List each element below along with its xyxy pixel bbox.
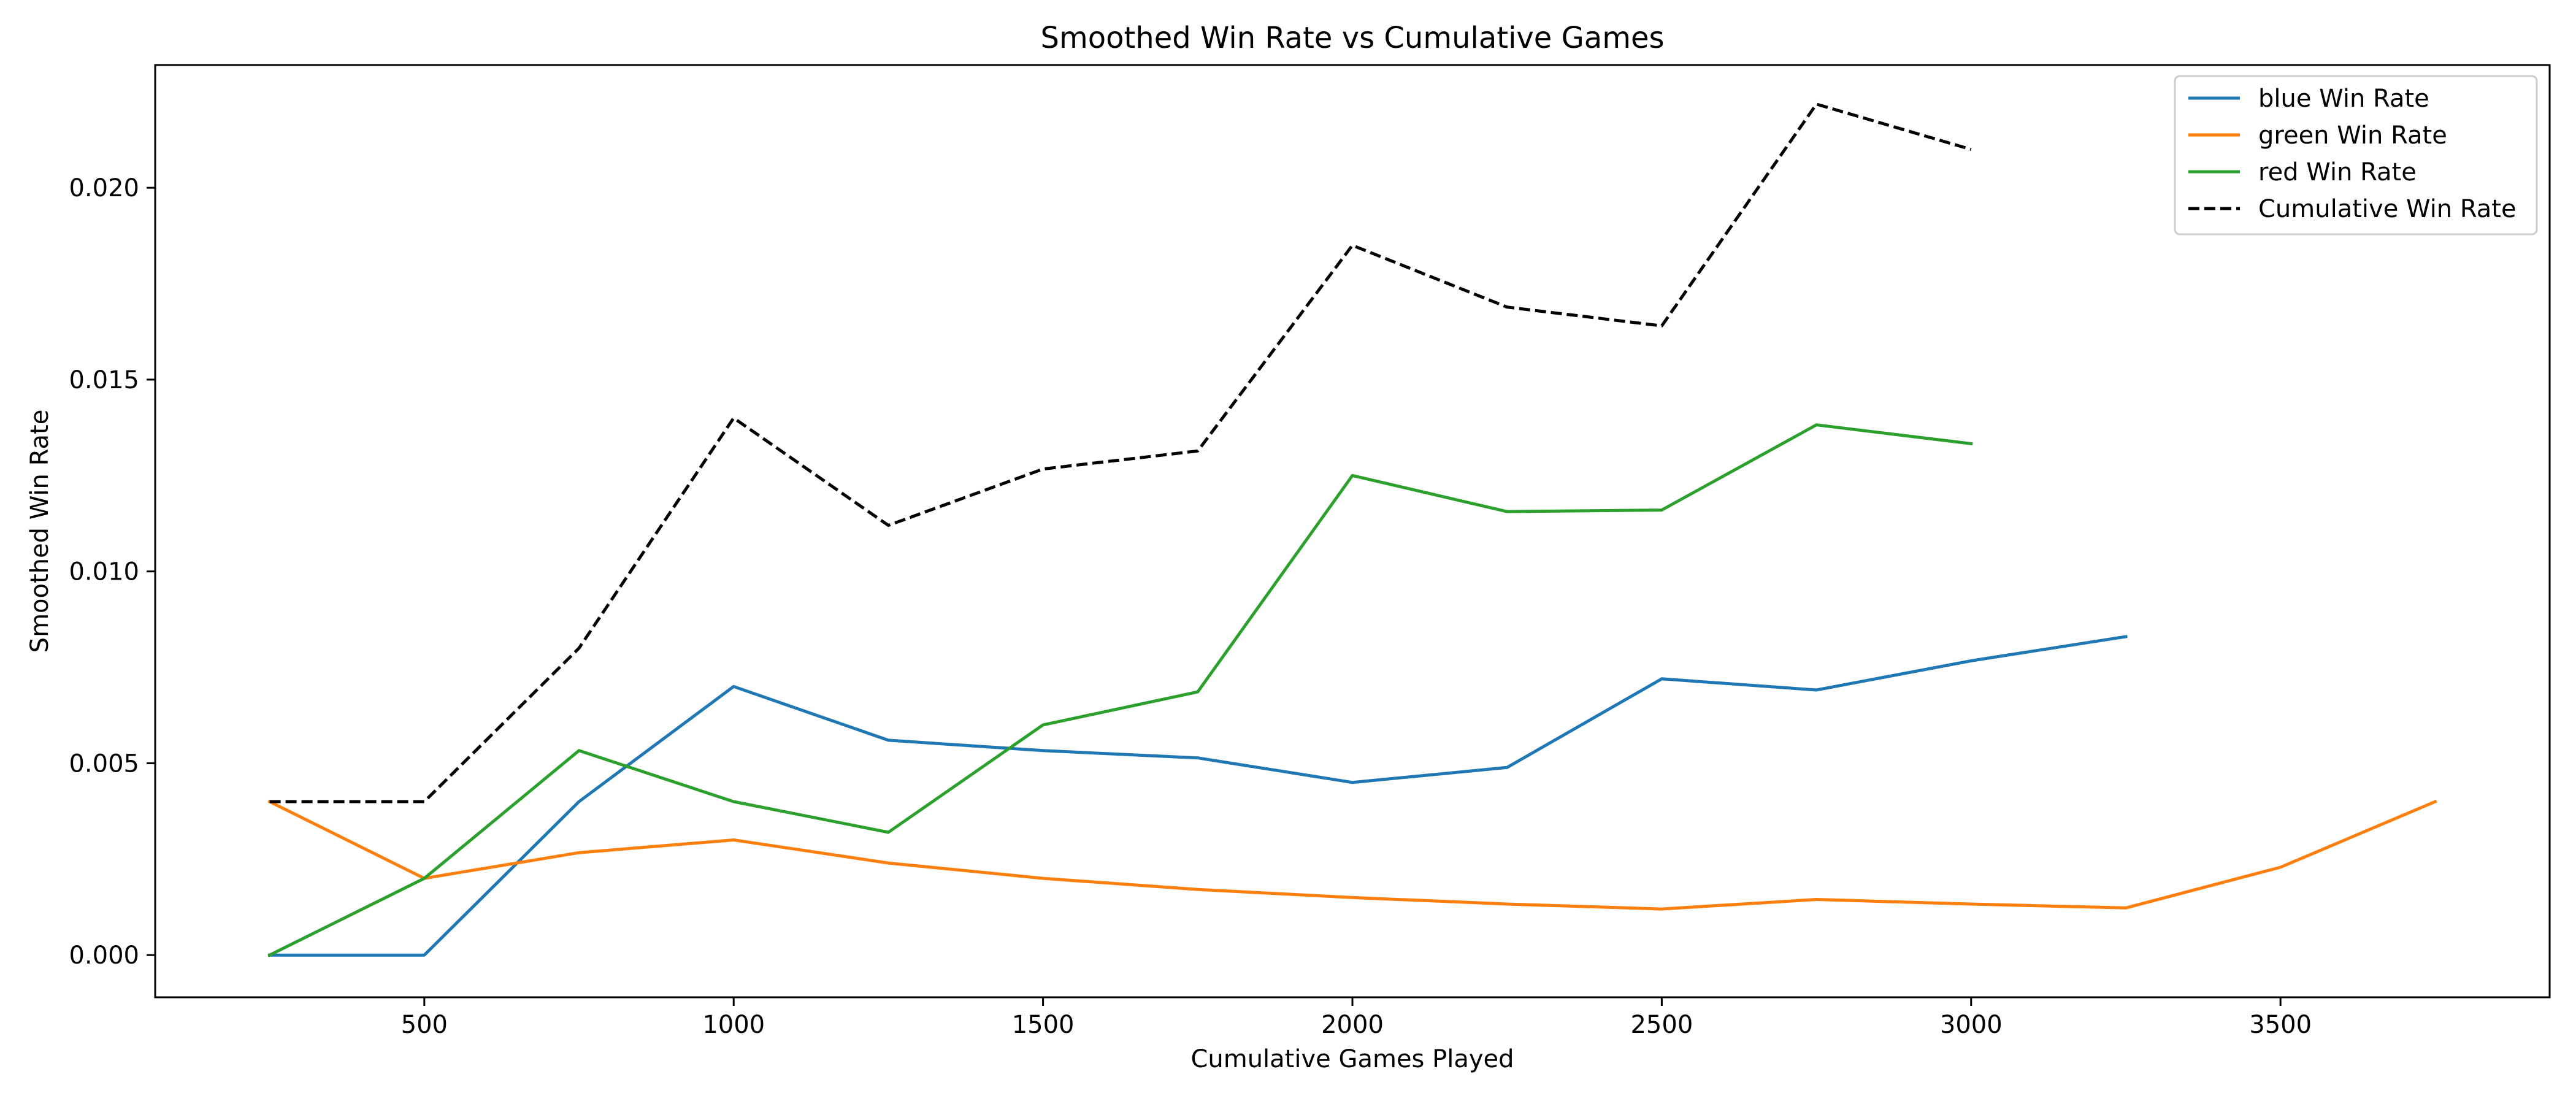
legend-label-2: red Win Rate (2258, 158, 2417, 186)
series-layer (267, 102, 2437, 957)
legend-label-3: Cumulative Win Rate (2258, 195, 2517, 223)
x-tick-label: 2000 (1321, 1011, 1384, 1039)
y-tick-label: 0.000 (69, 941, 139, 970)
legend-label-1: green Win Rate (2258, 121, 2447, 150)
chart-title: Smoothed Win Rate vs Cumulative Games (1041, 21, 1665, 55)
legend-box (2174, 75, 2538, 236)
x-tick-label: 3500 (2249, 1011, 2312, 1039)
y-axis-title: Smoothed Win Rate (26, 410, 54, 653)
x-tick-label: 3000 (1940, 1011, 2003, 1039)
legend-label-0: blue Win Rate (2258, 85, 2429, 113)
x-axis-ticks: 500 1000 1500 2000 2500 3000 3500 (401, 997, 2312, 1039)
x-tick-label: 1000 (702, 1011, 765, 1039)
series-line-2 (267, 423, 1973, 957)
y-tick-label: 0.010 (69, 558, 139, 586)
x-tick-label: 1500 (1012, 1011, 1075, 1039)
series-line-3 (269, 102, 1972, 803)
series-line-0 (268, 635, 2128, 957)
x-tick-label: 500 (401, 1011, 448, 1039)
series-line-1 (267, 799, 2437, 911)
legend: blue Win Rate green Win Rate red Win Rate C… (2174, 75, 2538, 236)
y-tick-label: 0.005 (69, 749, 139, 778)
x-tick-label: 2500 (1630, 1011, 1693, 1039)
y-tick-label: 0.020 (69, 174, 139, 202)
y-axis-ticks: 0.000 0.005 0.010 0.015 0.020 (69, 174, 155, 970)
x-axis-title: Cumulative Games Played (1190, 1045, 1514, 1073)
y-tick-label: 0.015 (69, 366, 139, 394)
